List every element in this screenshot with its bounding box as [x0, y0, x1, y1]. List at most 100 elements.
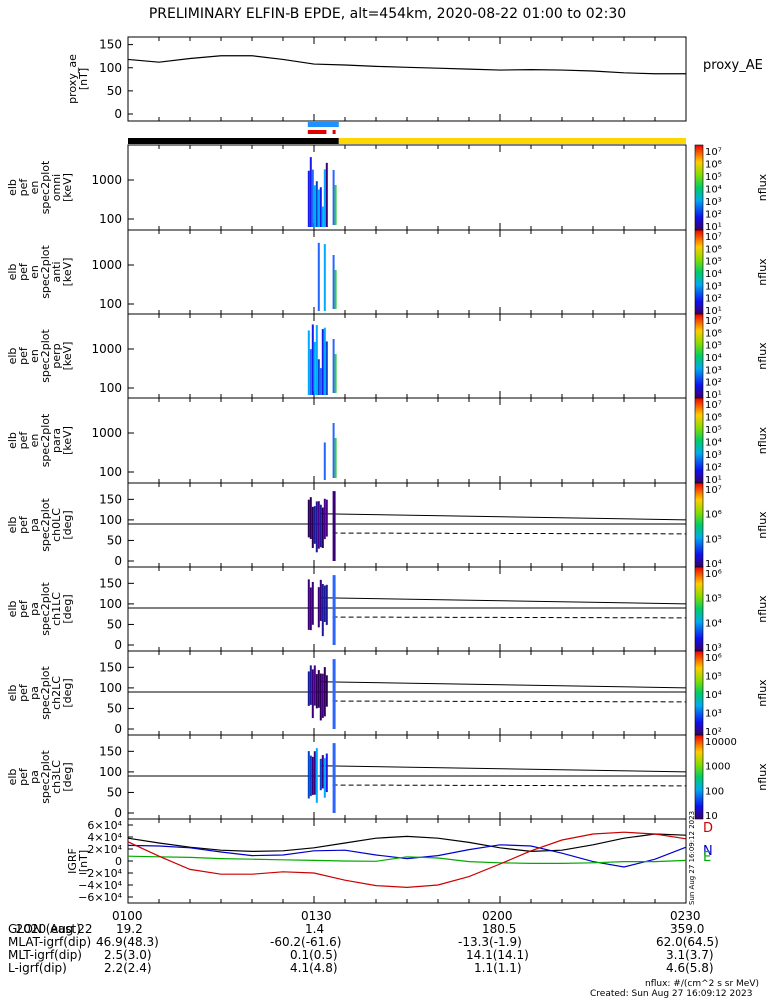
colorbar-perp	[694, 313, 704, 399]
spectrogram-cell	[323, 327, 326, 395]
spectrogram-cell	[313, 506, 316, 544]
ylabel-line: pef	[17, 431, 30, 450]
ylabel-line: ch1LC	[50, 592, 63, 626]
colorbar-tick-label: 10²	[705, 378, 722, 389]
colorbar-tick-label: 10⁴	[705, 618, 722, 629]
y-tick-label: 50	[107, 701, 122, 715]
colorbar-label-ch2LC: nflux	[756, 679, 769, 707]
ylabel-line: elb	[6, 264, 19, 281]
spectrogram-cell	[309, 497, 312, 539]
ylabel-line: pef	[17, 599, 30, 618]
footer-glon-0200: 180.5	[482, 922, 517, 936]
ylabel-igrf: IGRF[nT]	[66, 848, 90, 874]
spectrogram-cell	[311, 669, 314, 719]
colorbar-tick-label: 10⁴	[705, 559, 722, 570]
spectrogram-cell	[321, 329, 324, 395]
spectrogram-cell	[311, 506, 314, 548]
y-tick-label: −2×10⁴	[78, 867, 122, 880]
y-tick-label: 100	[99, 381, 122, 395]
colorbar-tick-label: 10⁵	[705, 172, 722, 183]
science-marker-blue	[307, 122, 339, 127]
footer-mlt-0230: 3.1(3.7)	[666, 948, 714, 962]
spectrogram-cell	[319, 673, 322, 721]
side-timestamp: Sun Aug 27 16:09:12 2023	[688, 811, 696, 905]
colorbar-unit: nflux	[756, 173, 769, 201]
spectrogram-cell	[334, 185, 337, 225]
ylabel-line: spec2plot	[39, 498, 52, 552]
panel-frame-ch0LC	[127, 482, 687, 568]
y-tick-label: 100	[99, 61, 122, 75]
colorbar-tick-label: 10³	[705, 197, 722, 208]
footer-label-glon: GLON (east)	[8, 922, 81, 936]
colorbar-tick-label: 10	[705, 811, 718, 822]
spectrogram-cell	[307, 170, 310, 227]
anti-loss-cone-line	[332, 532, 687, 535]
colorbar-tick-label: 10¹	[705, 306, 722, 317]
colorbar-tick-label: 10⁴	[705, 269, 722, 280]
spectrogram-cell	[325, 584, 328, 625]
ylabel-line: pa	[28, 518, 41, 532]
spectrogram-cell	[321, 673, 324, 718]
spectrogram-cell	[317, 242, 320, 311]
colorbar-tick-label: 10⁴	[705, 690, 722, 701]
y-tick-label: 1000	[91, 342, 122, 356]
colorbar-tick-label: 10⁵	[705, 425, 722, 436]
colorbar-tick-label: 10⁷	[705, 400, 722, 411]
anti-loss-cone-line	[332, 700, 687, 703]
colorbar-unit: nflux	[756, 511, 769, 539]
spectrogram-cell	[313, 665, 316, 706]
spectrogram-cell	[325, 341, 328, 395]
colorbar-tick-label: 10⁴	[705, 353, 722, 364]
panel-frame-ch2LC	[127, 650, 687, 736]
footer-l-0130: 4.1(4.8)	[290, 961, 338, 975]
colorbar-tick-label: 10⁷	[705, 316, 722, 327]
ylabel-line: anti	[50, 261, 63, 282]
spectrogram-cell	[319, 368, 322, 395]
ylabel-line: [deg]	[61, 594, 74, 623]
igrf-line-H	[127, 831, 687, 889]
ylabel-line: spec2plot	[39, 582, 52, 636]
colorbar-tick-label: 10¹	[705, 475, 722, 486]
spectrogram-cell	[319, 758, 322, 791]
colorbar-omni	[694, 144, 704, 231]
spectrogram-cell	[313, 751, 316, 795]
igrf-line-E	[127, 855, 687, 865]
spectrogram-cell	[332, 255, 335, 309]
spectrogram-cell	[307, 330, 310, 395]
ylabel-line: [deg]	[61, 762, 74, 791]
ylabel-line: [keV]	[61, 258, 74, 287]
colorbar-label-omni: nflux	[756, 173, 769, 201]
spectrogram-cell	[323, 169, 326, 227]
y-tick-label: 1000	[91, 426, 122, 440]
colorbar-anti	[694, 229, 704, 315]
ylabel-line: elb	[6, 432, 19, 449]
colorbar-tick-label: 10⁵	[705, 594, 722, 605]
ylabel-line: pef	[17, 262, 30, 281]
footer-glon-0130: 1.4	[305, 922, 325, 936]
ylabel-line: IGRF	[66, 848, 79, 874]
spectrogram-cell	[321, 507, 324, 548]
footer-glon-0230: 359.0	[670, 922, 705, 936]
ylabel-line: [deg]	[61, 678, 74, 707]
spectrogram-cell	[332, 659, 336, 729]
ylabel-line: ch3LC	[50, 760, 63, 794]
footer-mlat-0230: 62.0(64.5)	[656, 935, 719, 949]
colorbar-label-ch3LC: nflux	[756, 763, 769, 791]
spectrogram-cell	[317, 359, 320, 395]
footer-label-mlat: MLAT-igrf(dip)	[8, 935, 92, 949]
spectrogram-cell	[309, 349, 312, 395]
colorbar-unit: nflux	[756, 258, 769, 286]
ylabel-line: spec2plot	[39, 750, 52, 804]
panel-frame-omni	[127, 144, 687, 231]
footer-time-0100: 0100	[112, 909, 143, 923]
loss-cone-line	[320, 681, 687, 689]
colorbar-unit: nflux	[756, 763, 769, 791]
spectrogram-cell	[315, 325, 318, 395]
footer-mlt-0130: 0.1(0.5)	[290, 948, 338, 962]
footer-l-0200: 1.1(1.1)	[474, 961, 522, 975]
colorbar-tick-label: 10⁴	[705, 438, 722, 449]
spectrogram-cell	[334, 438, 337, 478]
